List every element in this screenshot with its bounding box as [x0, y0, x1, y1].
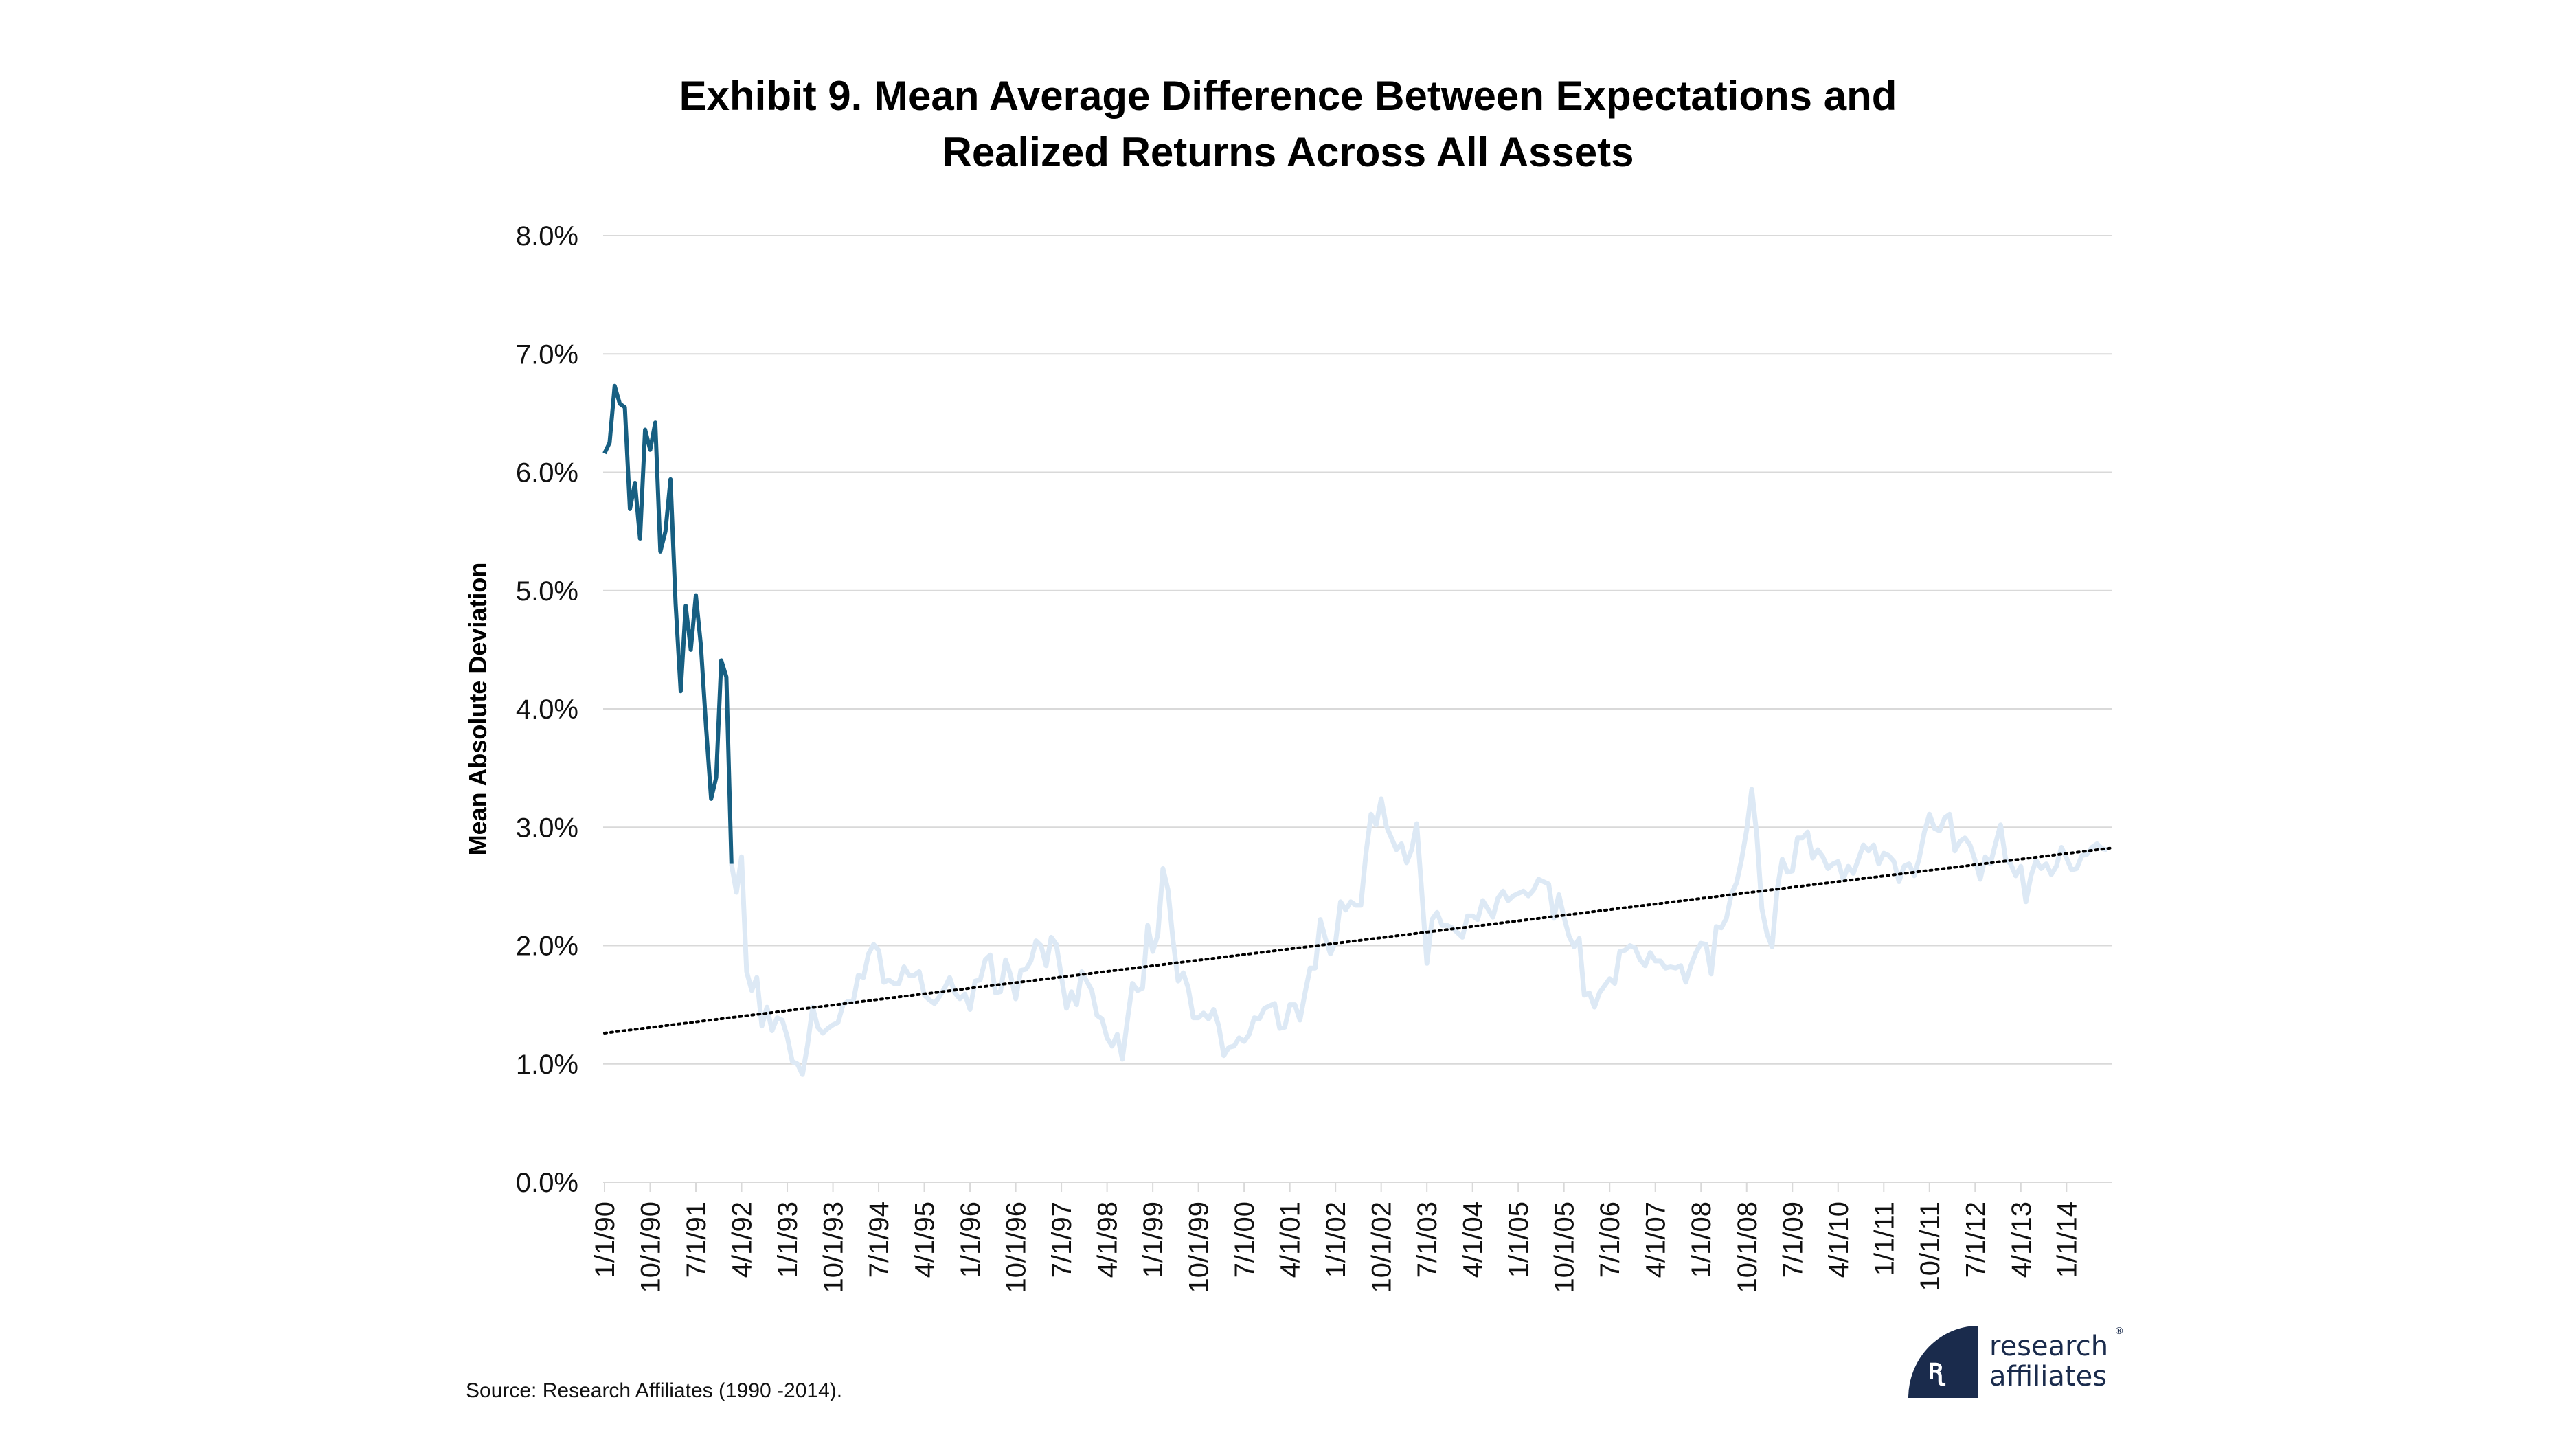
x-tick-label: 4/1/92 — [727, 1201, 758, 1278]
x-tick-label: 1/1/02 — [1321, 1201, 1351, 1278]
y-tick-label: 7.0% — [516, 339, 578, 370]
x-tick-label: 4/1/01 — [1276, 1201, 1306, 1278]
x-tick-label: 4/1/07 — [1641, 1201, 1671, 1278]
logo-text-line-2: affiliates — [1989, 1361, 2108, 1392]
x-tick-label: 1/1/08 — [1686, 1201, 1717, 1278]
x-tick-label: 4/1/98 — [1093, 1201, 1123, 1278]
x-tick-label: 1/1/14 — [2052, 1201, 2082, 1278]
x-axis-tick-labels: 1/1/90 10/1/90 7/1/91 4/1/92 1/1/93 10/1/93 7/… — [590, 1201, 2082, 1293]
logo-wordmark: research affiliates — [1989, 1331, 2108, 1392]
x-tick-label: 1/1/05 — [1504, 1201, 1534, 1278]
y-tick-label: 5.0% — [516, 576, 578, 607]
x-axis — [603, 1182, 2112, 1192]
series-lines — [602, 383, 2108, 1077]
x-tick-label: 10/1/08 — [1732, 1201, 1763, 1293]
x-tick-label: 10/1/11 — [1915, 1201, 1945, 1291]
y-tick-label: 4.0% — [516, 694, 578, 725]
x-tick-label: 7/1/06 — [1595, 1201, 1625, 1278]
x-tick-label: 10/1/99 — [1184, 1201, 1214, 1293]
x-tick-label: 7/1/00 — [1230, 1201, 1260, 1278]
x-tick-label: 10/1/02 — [1367, 1201, 1397, 1293]
logo-mark-icon: ꭆ — [1908, 1326, 1978, 1398]
y-axis-label: Mean Absolute Deviation — [464, 563, 492, 856]
x-tick-label: 7/1/09 — [1778, 1201, 1808, 1278]
research-affiliates-logo: ꭆ research affiliates ® — [1908, 1326, 2128, 1408]
trendline — [603, 846, 2113, 1035]
registered-mark-icon: ® — [2114, 1326, 2124, 1337]
x-tick-label: 10/1/96 — [1002, 1201, 1032, 1293]
chart-title-line-2: Realized Returns Across All Assets — [942, 129, 1634, 175]
x-tick-label: 1/1/93 — [773, 1201, 803, 1278]
y-tick-label: 0.0% — [516, 1168, 578, 1198]
x-tick-label: 1/1/90 — [590, 1201, 620, 1278]
y-tick-label: 2.0% — [516, 931, 578, 962]
y-axis-tick-labels: 0.0% 1.0% 2.0% 3.0% 4.0% 5.0% 6.0% 7.0% 8.0% — [516, 221, 578, 1198]
x-tick-label: 7/1/03 — [1412, 1201, 1443, 1278]
y-tick-label: 1.0% — [516, 1050, 578, 1080]
trendline-dotted — [603, 846, 2113, 1035]
y-tick-label: 8.0% — [516, 221, 578, 251]
chart-title-line-1: Exhibit 9. Mean Average Difference Betwe… — [679, 73, 1897, 119]
x-tick-label: 7/1/97 — [1047, 1201, 1077, 1278]
x-tick-label: 4/1/13 — [2007, 1201, 2037, 1278]
series-line-early-period — [602, 383, 734, 864]
x-tick-label: 7/1/94 — [864, 1201, 894, 1278]
x-tick-label: 10/1/05 — [1550, 1201, 1580, 1293]
logo-ra-glyph-icon: ꭆ — [1928, 1352, 1943, 1386]
x-tick-label: 1/1/11 — [1869, 1201, 1899, 1276]
x-tick-label: 10/1/93 — [819, 1201, 849, 1293]
x-tick-label: 1/1/99 — [1138, 1201, 1168, 1278]
series-line-later-period — [729, 787, 2108, 1077]
x-tick-label: 7/1/91 — [681, 1201, 712, 1278]
source-note: Source: Research Affiliates (1990 -2014)… — [466, 1379, 843, 1402]
x-tick-label: 4/1/95 — [910, 1201, 940, 1278]
x-tick-label: 4/1/04 — [1458, 1201, 1489, 1278]
x-tick-label: 1/1/96 — [956, 1201, 986, 1278]
y-tick-label: 3.0% — [516, 813, 578, 843]
logo-text-line-1: research — [1989, 1331, 2109, 1362]
y-tick-label: 6.0% — [516, 458, 578, 488]
gridlines — [603, 235, 2112, 1065]
x-tick-label: 10/1/90 — [636, 1201, 666, 1293]
x-tick-label: 7/1/12 — [1961, 1201, 1991, 1278]
x-tick-label: 4/1/10 — [1824, 1201, 1854, 1278]
